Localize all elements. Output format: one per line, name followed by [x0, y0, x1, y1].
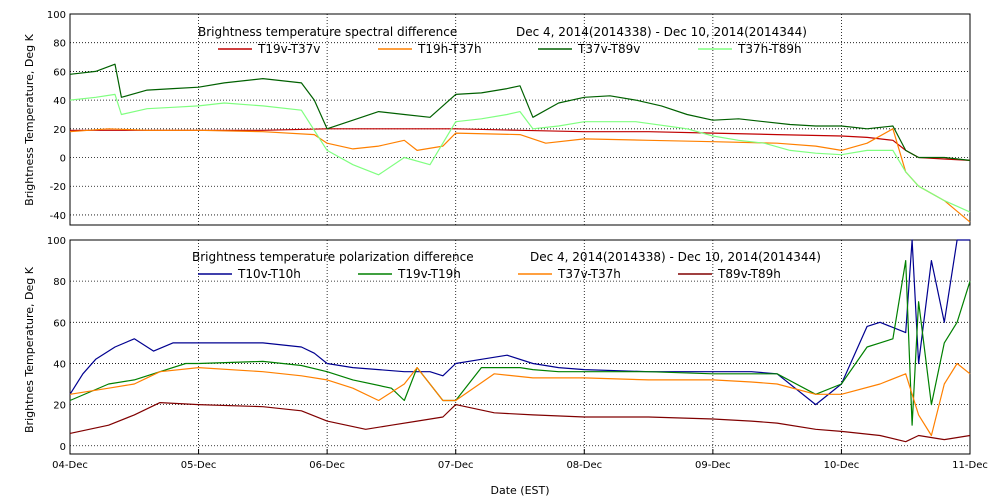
y-tick-labels: -40 -20 0 20 40 60 80 100	[47, 10, 66, 222]
y-tick-label: 60	[53, 67, 66, 78]
y-tick-label: 100	[47, 236, 66, 247]
chart-title: Brightness temperature spectral differen…	[198, 25, 457, 39]
x-tick-label: 10-Dec	[824, 460, 860, 471]
plot-frame	[69, 239, 971, 455]
x-tick-labels: 04-Dec 05-Dec 06-Dec 07-Dec 08-Dec 09-Dec 10-D…	[52, 460, 988, 471]
chart-title: Brightness temperature polarization diff…	[192, 250, 474, 264]
y-tick-label: 20	[53, 401, 66, 412]
series-line-t37v-t89v	[69, 63, 971, 161]
y-tick-label: -20	[50, 182, 66, 193]
y-tick-label: 20	[53, 125, 66, 136]
legend-label: T19v-T19h	[397, 267, 461, 281]
x-tick-label: 05-Dec	[181, 460, 217, 471]
gridlines	[69, 240, 971, 454]
x-tick-label: 06-Dec	[309, 460, 345, 471]
x-tick-label: 07-Dec	[438, 460, 474, 471]
series-line-t19v-t19h	[69, 260, 971, 426]
legend: T19v-T37v T19h-T37h T37v-T89v T37h-T89h	[218, 42, 802, 56]
y-tick-labels: 0 20 40 60 80 100	[47, 236, 66, 453]
plot-frame	[69, 13, 971, 226]
y-tick-label: 0	[60, 442, 66, 453]
chart-date-range: Dec 4, 2014(2014338) - Dec 10, 2014(2014…	[530, 250, 821, 264]
y-axis-label: Brightnes Temperature, Deg K	[23, 266, 36, 433]
x-tick-label: 09-Dec	[695, 460, 731, 471]
y-tick-label: 40	[53, 96, 66, 107]
legend-label: T19v-T37v	[257, 42, 320, 56]
y-tick-label: 60	[53, 318, 66, 329]
chart-date-range: Dec 4, 2014(2014338) - Dec 10, 2014(2014…	[516, 25, 807, 39]
series-line-t19v-t37v	[70, 128, 971, 161]
x-tick-label: 11-Dec	[952, 460, 988, 471]
legend-label: T19h-T37h	[417, 42, 482, 56]
legend-label: T37v-T89v	[577, 42, 640, 56]
gridlines	[70, 14, 970, 225]
polarization-difference-panel: 0 20 40 60 80 100 04-Dec 05-Dec 06-Dec 07-Dec 08-…	[23, 236, 988, 497]
legend-label: T37h-T89h	[737, 42, 802, 56]
spectral-difference-panel: -40 -20 0 20 40 60 80 100 Brightness temperatur…	[23, 10, 971, 226]
x-tick-label: 08-Dec	[566, 460, 602, 471]
y-tick-label: 80	[53, 277, 66, 288]
series-lines	[69, 239, 971, 443]
x-tick-label: 04-Dec	[52, 460, 88, 471]
series-line-t37v-t37h	[69, 362, 971, 437]
series-lines	[69, 63, 971, 223]
y-tick-label: -40	[50, 211, 66, 222]
series-line-t19h-t37h	[69, 128, 971, 223]
y-tick-label: 0	[60, 154, 66, 165]
y-axis-label: Brightness Temperature, Deg K	[23, 33, 36, 205]
legend-label: T10v-T10h	[237, 267, 301, 281]
legend: T10v-T10h T19v-T19h T37v-T37h T89v-T89h	[198, 267, 781, 281]
x-axis-label: Date (EST)	[490, 484, 549, 497]
y-tick-label: 40	[53, 359, 66, 370]
series-line-t10v-t10h	[69, 239, 970, 406]
series-line-t37h-t89h	[69, 93, 971, 213]
legend-label: T37v-T37h	[557, 267, 621, 281]
y-tick-label: 100	[47, 10, 66, 21]
y-tick-label: 80	[53, 39, 66, 50]
legend-label: T89v-T89h	[717, 267, 781, 281]
series-line-t89v-t89h	[69, 402, 971, 443]
